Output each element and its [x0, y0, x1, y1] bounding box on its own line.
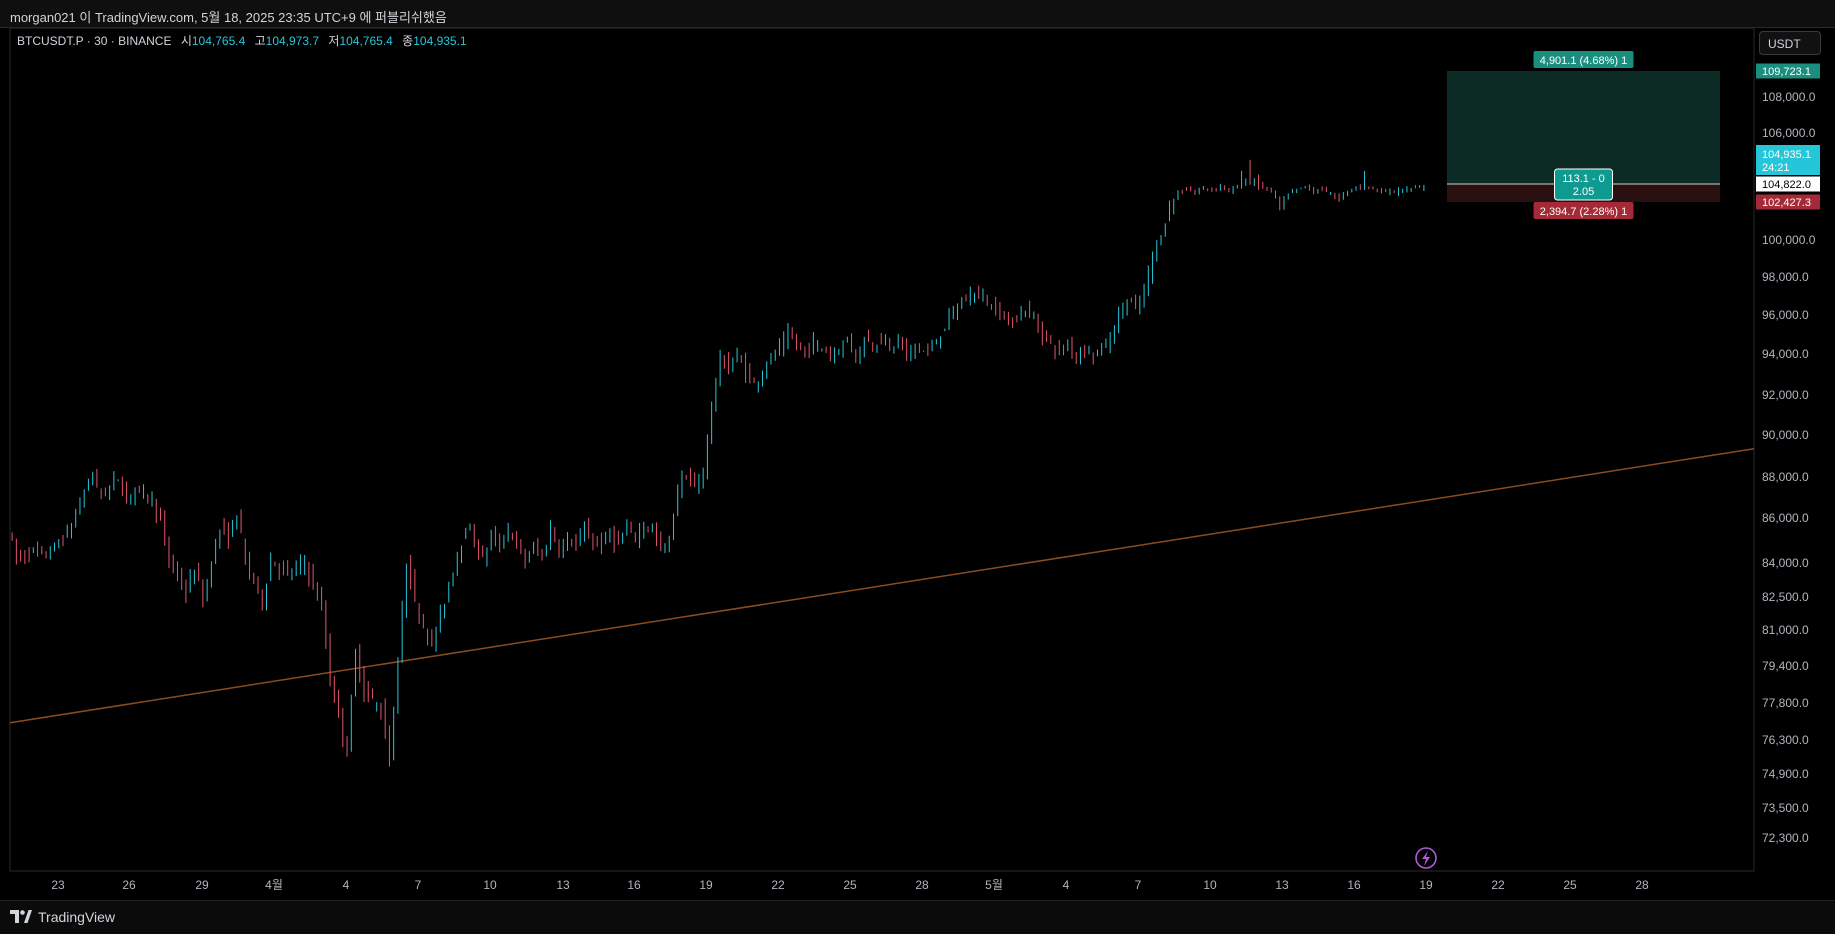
risk-reward-line1: 113.1 - 0: [1562, 173, 1605, 185]
time-tick-label: 5월: [985, 878, 1003, 892]
price-tick-label: 96,000.0: [1762, 308, 1809, 322]
price-tick-label: 88,000.0: [1762, 470, 1809, 484]
time-tick-label: 10: [1203, 878, 1217, 892]
current-price-tag-countdown: 24:21: [1762, 162, 1790, 174]
stop-label-bg: [1533, 202, 1634, 219]
entry-price-tag: 104,822.0: [1762, 179, 1811, 191]
time-tick-label: 13: [556, 878, 570, 892]
time-tick-label: 4: [343, 878, 350, 892]
price-tick-label: 81,000.0: [1762, 623, 1809, 637]
time-tick-label: 25: [843, 878, 857, 892]
target-label-bg: [1533, 51, 1634, 68]
time-tick-label: 7: [1135, 878, 1142, 892]
time-tick-label: 29: [195, 878, 209, 892]
price-axis[interactable]: 108,000.0 106,000.0 100,000.0 98,000.0 96,00…: [1762, 90, 1816, 845]
close-label: 종: [402, 34, 413, 48]
target-price-tag-bg: [1756, 63, 1820, 79]
footer-bar: TradingView: [0, 900, 1835, 934]
price-tick-label: 90,000.0: [1762, 428, 1809, 442]
publish-info: morgan021 이 TradingView.com, 5월 18, 2025…: [10, 10, 447, 25]
price-tick-label: 79,400.0: [1762, 659, 1809, 673]
price-tick-label: 84,000.0: [1762, 556, 1809, 570]
price-tick-label: 74,900.0: [1762, 767, 1809, 781]
target-price-tag: 109,723.1: [1762, 66, 1811, 78]
time-tick-label: 28: [1635, 878, 1649, 892]
current-price-tag-bg: [1756, 145, 1820, 175]
time-tick-label: 25: [1563, 878, 1577, 892]
low-value: 104,765.4: [339, 34, 393, 48]
time-tick-label: 26: [122, 878, 136, 892]
footer-brand: TradingView: [38, 909, 116, 925]
time-tick-label: 19: [699, 878, 713, 892]
time-tick-label: 13: [1275, 878, 1289, 892]
time-tick-label: 19: [1419, 878, 1433, 892]
price-tick-label: 86,000.0: [1762, 511, 1809, 525]
tradingview-logo-icon: [10, 910, 32, 923]
time-tick-label: 22: [1491, 878, 1505, 892]
price-tick-label: 92,000.0: [1762, 388, 1809, 402]
price-tick-label: 108,000.0: [1762, 90, 1816, 104]
open-label: 시: [181, 34, 192, 48]
stop-label: 2,394.7 (2.28%) 1: [1540, 206, 1627, 218]
candles: [11, 159, 1425, 767]
time-axis[interactable]: 23 26 29 4월 4 7 10 13 16 19 22 25 28 5월 4 7 10 13 16 19 22 25…: [51, 878, 1649, 892]
trendline-layer: [9, 447, 1755, 724]
long-position-tool[interactable]: 4,901.1 (4.68%) 1 2,394.7 (2.28%) 1 113.1 …: [1447, 51, 1720, 219]
time-tick-label: 4월: [265, 878, 283, 892]
price-tick-label: 94,000.0: [1762, 347, 1809, 361]
open-value: 104,765.4: [192, 34, 246, 48]
target-label: 4,901.1 (4.68%) 1: [1540, 55, 1627, 67]
price-tick-label: 82,500.0: [1762, 590, 1809, 604]
stop-price-tag: 102,427.3: [1762, 197, 1811, 209]
risk-reward-box: [1554, 168, 1613, 201]
price-tick-label: 106,000.0: [1762, 126, 1816, 140]
time-tick-label: 4: [1063, 878, 1070, 892]
price-tick-label: 77,800.0: [1762, 696, 1809, 710]
lightning-icon[interactable]: [1415, 847, 1437, 869]
current-price-tag: 104,935.1: [1762, 149, 1811, 161]
trendline: [9, 447, 1755, 724]
price-tick-label: 73,500.0: [1762, 801, 1809, 815]
time-tick-label: 23: [51, 878, 65, 892]
tradingview-logo[interactable]: TradingView: [10, 909, 115, 925]
time-tick-label: 16: [627, 878, 641, 892]
profit-zone: [1447, 71, 1720, 184]
price-tick-label: 76,300.0: [1762, 733, 1809, 747]
currency-selector[interactable]: USDT: [1759, 31, 1821, 55]
symbol-name: BTCUSDT.P · 30 · BINANCE: [17, 34, 171, 48]
time-tick-label: 16: [1347, 878, 1361, 892]
price-tick-label: 98,000.0: [1762, 270, 1809, 284]
stop-price-tag-bg: [1756, 194, 1820, 210]
high-value: 104,973.7: [266, 34, 320, 48]
price-tags: 109,723.1 104,935.124:21 104,822.0 102,427.…: [1756, 63, 1820, 210]
high-label: 고: [255, 34, 266, 48]
price-tick-label: 100,000.0: [1762, 233, 1816, 247]
time-tick-label: 28: [915, 878, 929, 892]
close-value: 104,935.1: [413, 34, 467, 48]
time-tick-label: 10: [483, 878, 497, 892]
price-tick-label: 72,300.0: [1762, 831, 1809, 845]
entry-price-tag-bg: [1756, 176, 1820, 192]
time-tick-label: 7: [415, 878, 422, 892]
risk-reward-line2: 2.05: [1573, 186, 1594, 198]
low-label: 저: [328, 34, 339, 48]
symbol-info: BTCUSDT.P · 30 · BINANCE 시104,765.4 고104…: [17, 34, 467, 48]
time-tick-label: 22: [771, 878, 785, 892]
